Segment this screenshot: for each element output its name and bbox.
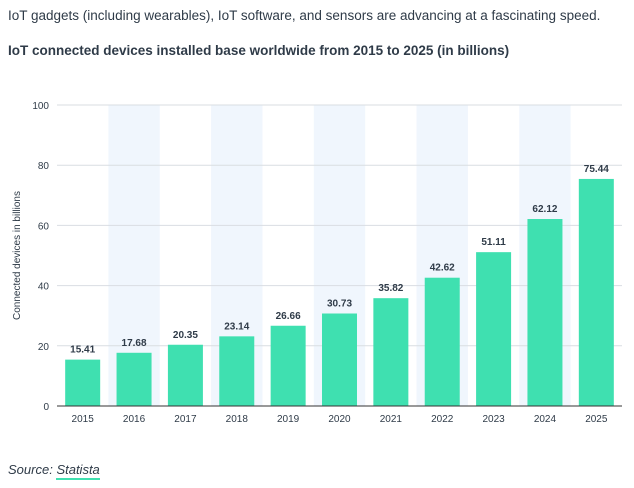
bar — [270, 325, 306, 406]
bar — [322, 313, 357, 406]
bar-chart: 0 20 40 60 80 100 Connected devices in billion… — [12, 101, 622, 425]
bar — [167, 344, 203, 406]
data-label: 15.41 — [70, 345, 95, 356]
x-tick-label: 2016 — [123, 414, 146, 425]
data-label: 17.68 — [122, 338, 147, 349]
data-label: 30.73 — [327, 299, 352, 310]
y-tick-label: 40 — [38, 282, 50, 293]
x-tick-label: 2024 — [534, 414, 557, 425]
data-label: 75.44 — [584, 164, 609, 175]
bar — [116, 352, 152, 406]
bar — [65, 359, 101, 406]
source-link[interactable]: Statista — [56, 462, 100, 480]
x-tick-label: 2021 — [380, 414, 403, 425]
y-tick-label: 20 — [38, 342, 50, 353]
bar — [424, 277, 460, 406]
bar — [527, 219, 563, 406]
y-tick-label: 80 — [38, 161, 50, 172]
intro-text: IoT gadgets (including wearables), IoT s… — [8, 8, 601, 23]
data-label: 23.14 — [224, 321, 249, 332]
x-tick-label: 2018 — [226, 414, 249, 425]
bar — [578, 178, 614, 406]
x-tick-label: 2019 — [277, 414, 300, 425]
bar — [476, 252, 512, 406]
y-tick-label: 60 — [38, 221, 50, 232]
source-label: Source: — [8, 462, 53, 477]
x-tick-label: 2025 — [585, 414, 608, 425]
bar — [219, 336, 255, 406]
y-tick-label: 100 — [32, 101, 49, 112]
chart-heading: IoT connected devices installed base wor… — [8, 43, 510, 58]
source-line: Source: Statista — [8, 462, 100, 480]
bar — [373, 298, 409, 406]
x-tick-label: 2017 — [174, 414, 197, 425]
y-tick-label: 0 — [43, 402, 49, 413]
x-tick-label: 2023 — [482, 414, 505, 425]
data-label: 42.62 — [430, 263, 455, 274]
data-label: 51.11 — [481, 237, 506, 248]
data-label: 26.66 — [276, 311, 301, 322]
data-label: 20.35 — [173, 330, 198, 341]
data-label: 35.82 — [378, 283, 403, 294]
y-axis-label: Connected devices in billions — [12, 191, 23, 320]
x-tick-label: 2015 — [72, 414, 95, 425]
x-tick-label: 2020 — [328, 414, 351, 425]
data-label: 62.12 — [532, 204, 557, 215]
x-tick-label: 2022 — [431, 414, 454, 425]
chart-container: 0 20 40 60 80 100 Connected devices in billion… — [0, 88, 634, 433]
